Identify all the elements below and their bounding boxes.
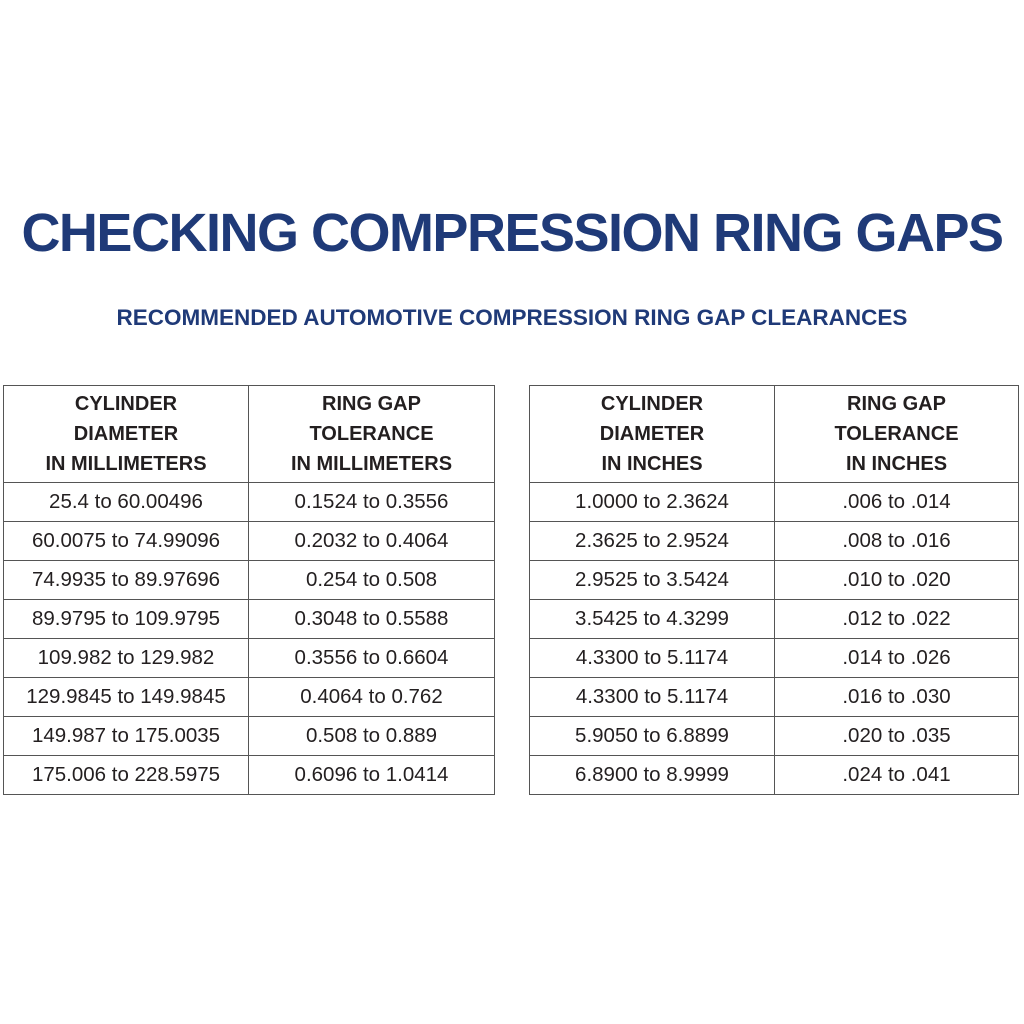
cylinder-diameter-cell: 129.9845 to 149.9845 bbox=[3, 677, 249, 717]
ring-gap-tolerance-cell: .020 to .035 bbox=[774, 716, 1019, 756]
header-line: IN MILLIMETERS bbox=[45, 453, 207, 475]
header-line: TOLERANCE bbox=[309, 423, 434, 445]
ring-gap-tolerance-cell: 0.2032 to 0.4064 bbox=[248, 521, 495, 561]
ring-gap-tolerance-cell: .016 to .030 bbox=[774, 677, 1019, 717]
cylinder-diameter-cell: 74.9935 to 89.97696 bbox=[3, 560, 249, 600]
header-line: IN INCHES bbox=[601, 453, 703, 475]
page-subtitle: RECOMMENDED AUTOMOTIVE COMPRESSION RING … bbox=[116, 305, 908, 330]
ring-gap-tolerance-cell: 0.4064 to 0.762 bbox=[248, 677, 495, 717]
ring-gap-tolerance-cell: 0.3048 to 0.5588 bbox=[248, 599, 495, 639]
column-header-ring-gap-tolerance: RING GAP TOLERANCE IN INCHES bbox=[774, 385, 1019, 483]
table-row: 6.8900 to 8.9999.024 to .041 bbox=[529, 755, 1019, 795]
table-row: 5.9050 to 6.8899.020 to .035 bbox=[529, 716, 1019, 756]
column-header-cylinder-diameter: CYLINDER DIAMETER IN MILLIMETERS bbox=[3, 385, 249, 483]
header-line: CYLINDER bbox=[600, 393, 704, 415]
header-line: CYLINDER bbox=[74, 393, 178, 415]
cylinder-diameter-cell: 6.8900 to 8.9999 bbox=[529, 755, 775, 795]
table-row: 60.0075 to 74.99096 0.2032 to 0.4064 bbox=[3, 521, 495, 561]
table-row: 4.3300 to 5.1174.014 to .026 bbox=[529, 638, 1019, 678]
table-row: 175.006 to 228.5975 0.6096 to 1.0414 bbox=[3, 755, 495, 795]
cylinder-diameter-cell: 89.9795 to 109.9795 bbox=[3, 599, 249, 639]
ring-gap-tolerance-cell: .012 to .022 bbox=[774, 599, 1019, 639]
header-line: DIAMETER bbox=[73, 423, 179, 445]
cylinder-diameter-cell: 60.0075 to 74.99096 bbox=[3, 521, 249, 561]
cylinder-diameter-cell: 1.0000 to 2.3624 bbox=[529, 482, 775, 522]
header-line: RING GAP bbox=[322, 393, 421, 415]
ring-gap-tolerance-cell: 0.1524 to 0.3556 bbox=[248, 482, 495, 522]
table-row: 149.987 to 175.0035 0.508 to 0.889 bbox=[3, 716, 495, 756]
header-row: CYLINDER DIAMETER IN INCHES RING GAP TOLERAN… bbox=[529, 385, 1019, 483]
ring-gap-tolerance-cell: .024 to .041 bbox=[774, 755, 1019, 795]
ring-gap-tolerance-cell: 0.254 to 0.508 bbox=[248, 560, 495, 600]
header-line: IN MILLIMETERS bbox=[290, 453, 453, 475]
table-row: 2.9525 to 3.5424.010 to .020 bbox=[529, 560, 1019, 600]
cylinder-diameter-cell: 175.006 to 228.5975 bbox=[3, 755, 249, 795]
table-row: 129.9845 to 149.9845 0.4064 to 0.762 bbox=[3, 677, 495, 717]
ring-gap-tolerance-cell: 0.6096 to 1.0414 bbox=[248, 755, 495, 795]
page-title: CHECKING COMPRESSION RING GAPS bbox=[21, 203, 1004, 263]
ring-gap-tolerance-cell: 0.3556 to 0.6604 bbox=[248, 638, 495, 678]
cylinder-diameter-cell: 4.3300 to 5.1174 bbox=[529, 677, 775, 717]
ring-gap-tolerance-cell: 0.508 to 0.889 bbox=[248, 716, 495, 756]
table-row: 1.0000 to 2.3624.006 to .014 bbox=[529, 482, 1019, 522]
ring-gap-tolerance-cell: .006 to .014 bbox=[774, 482, 1019, 522]
ring-gap-tolerance-cell: .014 to .026 bbox=[774, 638, 1019, 678]
cylinder-diameter-cell: 109.982 to 129.982 bbox=[3, 638, 249, 678]
cylinder-diameter-cell: 3.5425 to 4.3299 bbox=[529, 599, 775, 639]
cylinder-diameter-cell: 4.3300 to 5.1174 bbox=[529, 638, 775, 678]
cylinder-diameter-cell: 2.9525 to 3.5424 bbox=[529, 560, 775, 600]
header-line: RING GAP bbox=[847, 393, 946, 415]
table-row: 3.5425 to 4.3299.012 to .022 bbox=[529, 599, 1019, 639]
header-line: DIAMETER bbox=[599, 423, 705, 445]
cylinder-diameter-cell: 2.3625 to 2.9524 bbox=[529, 521, 775, 561]
inches-table: CYLINDER DIAMETER IN INCHES RING GAP TOLERAN… bbox=[529, 385, 1019, 795]
header-line: TOLERANCE bbox=[834, 423, 959, 445]
column-header-ring-gap-tolerance: RING GAP TOLERANCE IN MILLIMETERS bbox=[248, 385, 495, 483]
ring-gap-tolerance-cell: .010 to .020 bbox=[774, 560, 1019, 600]
table-row: 25.4 to 60.00496 0.1524 to 0.3556 bbox=[3, 482, 495, 522]
table-row: 74.9935 to 89.97696 0.254 to 0.508 bbox=[3, 560, 495, 600]
column-header-cylinder-diameter: CYLINDER DIAMETER IN INCHES bbox=[529, 385, 775, 483]
table-row: 89.9795 to 109.9795 0.3048 to 0.5588 bbox=[3, 599, 495, 639]
table-row: 2.3625 to 2.9524.008 to .016 bbox=[529, 521, 1019, 561]
table-row: 4.3300 to 5.1174.016 to .030 bbox=[529, 677, 1019, 717]
header-line: IN INCHES bbox=[845, 453, 948, 475]
table-row: 109.982 to 129.982 0.3556 to 0.6604 bbox=[3, 638, 495, 678]
ring-gap-tolerance-cell: .008 to .016 bbox=[774, 521, 1019, 561]
header-row: CYLINDER DIAMETER IN MILLIMETERS RING GAP TO… bbox=[3, 385, 495, 483]
cylinder-diameter-cell: 5.9050 to 6.8899 bbox=[529, 716, 775, 756]
cylinder-diameter-cell: 149.987 to 175.0035 bbox=[3, 716, 249, 756]
millimeters-table: CYLINDER DIAMETER IN MILLIMETERS RING GAP TO… bbox=[3, 385, 495, 795]
cylinder-diameter-cell: 25.4 to 60.00496 bbox=[3, 482, 249, 522]
